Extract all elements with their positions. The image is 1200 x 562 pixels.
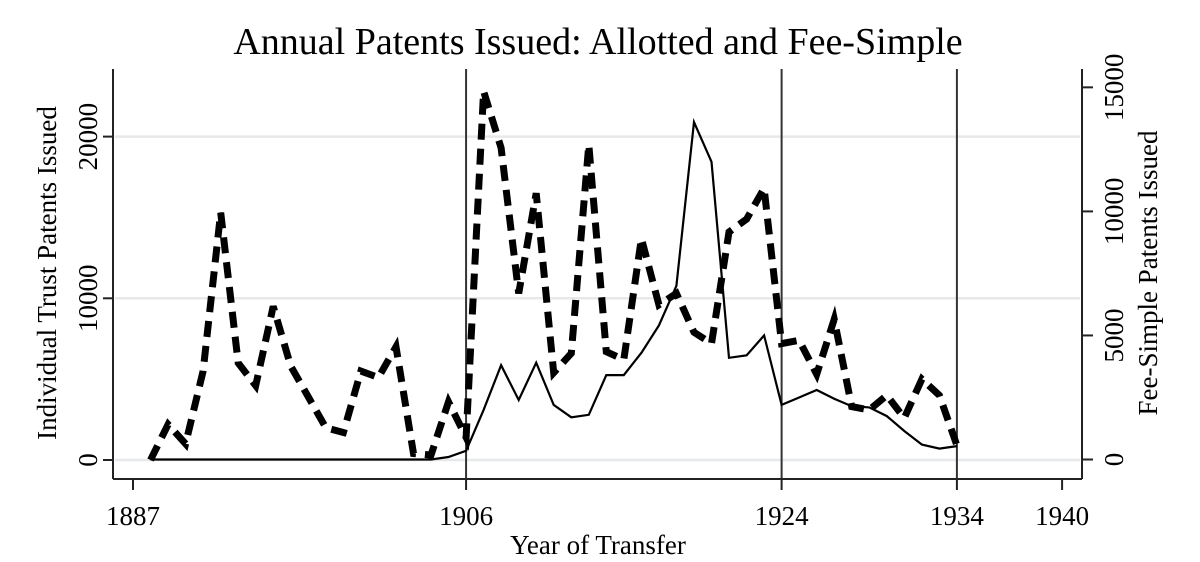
- trust-patents-series-line: [147, 90, 961, 462]
- left-tick-label: 20000: [73, 103, 103, 171]
- left-tick-label: 0: [73, 453, 103, 467]
- left-axis-title: Individual Trust Patents Issued: [32, 106, 62, 440]
- left-axis-ticks: 0 10000 20000: [73, 103, 113, 467]
- right-tick-label: 15000: [1099, 54, 1129, 122]
- x-axis-title: Year of Transfer: [510, 530, 686, 560]
- series-layer: [147, 90, 961, 462]
- x-tick-label: 1924: [755, 501, 810, 531]
- left-tick-label: 10000: [73, 265, 103, 333]
- right-axis-ticks: 0 5000 10000 15000: [1082, 54, 1129, 467]
- gridlines: [115, 135, 1080, 462]
- x-tick-label: 1887: [106, 501, 160, 531]
- x-tick-label: 1934: [930, 501, 985, 531]
- fee-simple-series-line: [150, 117, 958, 461]
- reference-lines: [465, 69, 958, 479]
- x-axis-ticks: 1887 1906 1924 1934 1940: [106, 479, 1089, 531]
- right-axis-title: Fee-Simple Patents Issued: [1133, 130, 1163, 415]
- right-tick-label: 0: [1099, 453, 1129, 467]
- right-tick-label: 10000: [1099, 178, 1129, 246]
- right-tick-label: 5000: [1099, 308, 1129, 362]
- x-tick-label: 1940: [1035, 501, 1089, 531]
- chart-title: Annual Patents Issued: Allotted and Fee-…: [233, 21, 962, 63]
- x-tick-label: 1906: [439, 501, 493, 531]
